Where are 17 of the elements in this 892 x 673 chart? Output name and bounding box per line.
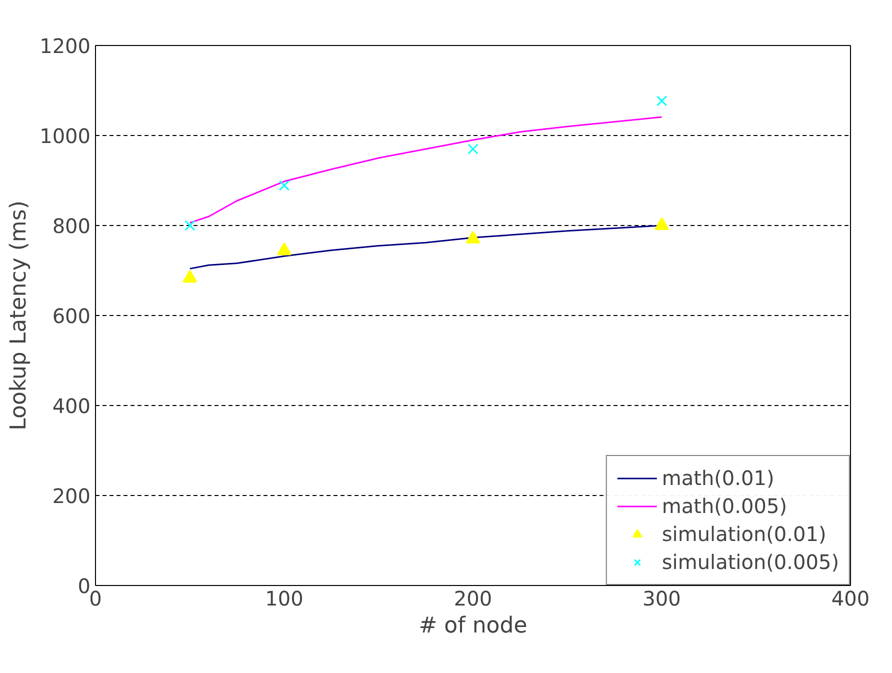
- x-axis-title: # of node: [418, 614, 528, 638]
- y-tick-label: 1200: [40, 34, 91, 58]
- line-series: [189, 116, 662, 224]
- x-tick-label: 300: [642, 586, 681, 610]
- x-tick-label: 200: [454, 586, 492, 610]
- y-tick-label: 800: [52, 214, 91, 238]
- legend-label: math(0.005): [662, 494, 787, 518]
- legend-label: math(0.01): [662, 466, 774, 490]
- x-tick-label: 400: [831, 586, 870, 610]
- legend-label: simulation(0.005): [662, 550, 839, 574]
- x-tick-label: 100: [265, 586, 304, 610]
- y-axis-title: Lookup Latency (ms): [6, 200, 32, 430]
- y-tick-label: 400: [52, 394, 91, 418]
- y-tick-label: 200: [52, 484, 91, 508]
- legend-label: simulation(0.01): [662, 522, 826, 546]
- y-tick-label: 600: [52, 304, 91, 328]
- y-tick-label: 1000: [40, 124, 91, 148]
